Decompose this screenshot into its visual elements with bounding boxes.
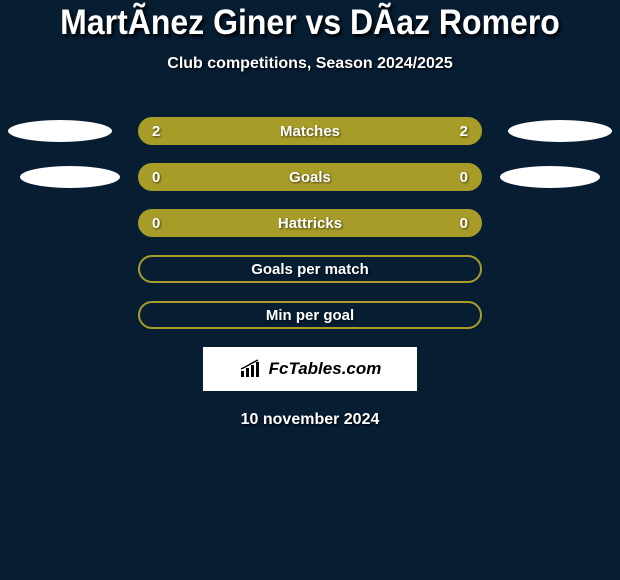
stat-value-left: 2	[152, 123, 160, 140]
stat-form-left	[20, 166, 120, 188]
stats-list: 2 Matches 2 0 Goals 0 0 Hattricks 0	[0, 117, 620, 329]
brand-chart-icon	[239, 359, 265, 379]
stat-label: Matches	[280, 123, 340, 140]
brand-badge: FcTables.com	[203, 347, 417, 391]
stat-value-right: 2	[460, 123, 468, 140]
comparison-card: MartÃ­nez Giner vs DÃ­az Romero Club com…	[0, 0, 620, 580]
stat-label: Goals per match	[251, 261, 369, 278]
subtitle: Club competitions, Season 2024/2025	[0, 55, 620, 73]
stat-row: Min per goal	[0, 301, 620, 329]
player-a-name: MartÃ­nez Giner	[60, 2, 296, 42]
stat-form-right	[508, 120, 612, 142]
stat-value-left: 0	[152, 215, 160, 232]
header: MartÃ­nez Giner vs DÃ­az Romero Club com…	[0, 0, 620, 73]
stat-pill: 0 Hattricks 0	[138, 209, 482, 237]
stat-value-right: 0	[460, 169, 468, 186]
vs-label: vs	[306, 2, 342, 42]
stat-row: 0 Hattricks 0	[0, 209, 620, 237]
stat-form-right	[500, 166, 600, 188]
stat-pill: 0 Goals 0	[138, 163, 482, 191]
stat-value-right: 0	[460, 215, 468, 232]
page-title: MartÃ­nez Giner vs DÃ­az Romero	[0, 2, 620, 43]
stat-form-left	[8, 120, 112, 142]
date-line: 10 november 2024	[0, 411, 620, 429]
player-b-name: DÃ­az Romero	[350, 2, 560, 42]
stat-pill: 2 Matches 2	[138, 117, 482, 145]
stat-pill: Goals per match	[138, 255, 482, 283]
stat-label: Goals	[289, 169, 331, 186]
brand-text: FcTables.com	[269, 359, 382, 379]
stat-label: Min per goal	[266, 307, 354, 324]
stat-row: 2 Matches 2	[0, 117, 620, 145]
stat-pill: Min per goal	[138, 301, 482, 329]
stat-row: Goals per match	[0, 255, 620, 283]
stat-value-left: 0	[152, 169, 160, 186]
stat-label: Hattricks	[278, 215, 342, 232]
stat-row: 0 Goals 0	[0, 163, 620, 191]
